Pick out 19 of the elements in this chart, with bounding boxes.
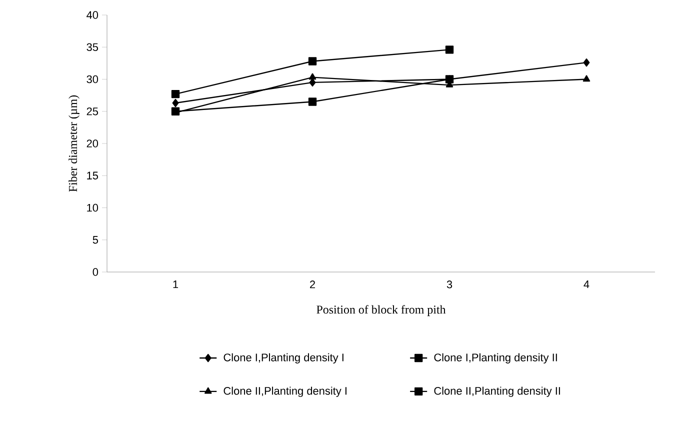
legend-label: Clone II,Planting density II [434, 386, 560, 397]
x-tick-label: 1 [173, 280, 178, 288]
y-tick-label: 20 [86, 140, 98, 148]
legend-label: Clone I,Planting density I [224, 353, 344, 364]
y-tick-label: 30 [86, 75, 98, 84]
y-tick-label: 40 [86, 11, 98, 19]
y-tick-label: 5 [92, 236, 98, 244]
y-axis-title: Fiber diameter (µm) [68, 95, 80, 192]
legend-label: Clone I,Planting density II [434, 353, 557, 364]
y-tick-label: 0 [92, 268, 98, 276]
y-tick-label: 25 [86, 108, 98, 116]
legend-label: Clone II,Planting density I [224, 386, 346, 397]
x-tick-label: 2 [310, 280, 315, 288]
x-tick-label: 3 [446, 280, 452, 288]
x-axis-title: Position of block from pith [316, 305, 446, 316]
y-tick-label: 35 [86, 43, 98, 52]
y-tick-label: 10 [87, 204, 98, 212]
y-tick-label: 15 [87, 172, 98, 180]
x-tick-label: 4 [584, 280, 590, 288]
